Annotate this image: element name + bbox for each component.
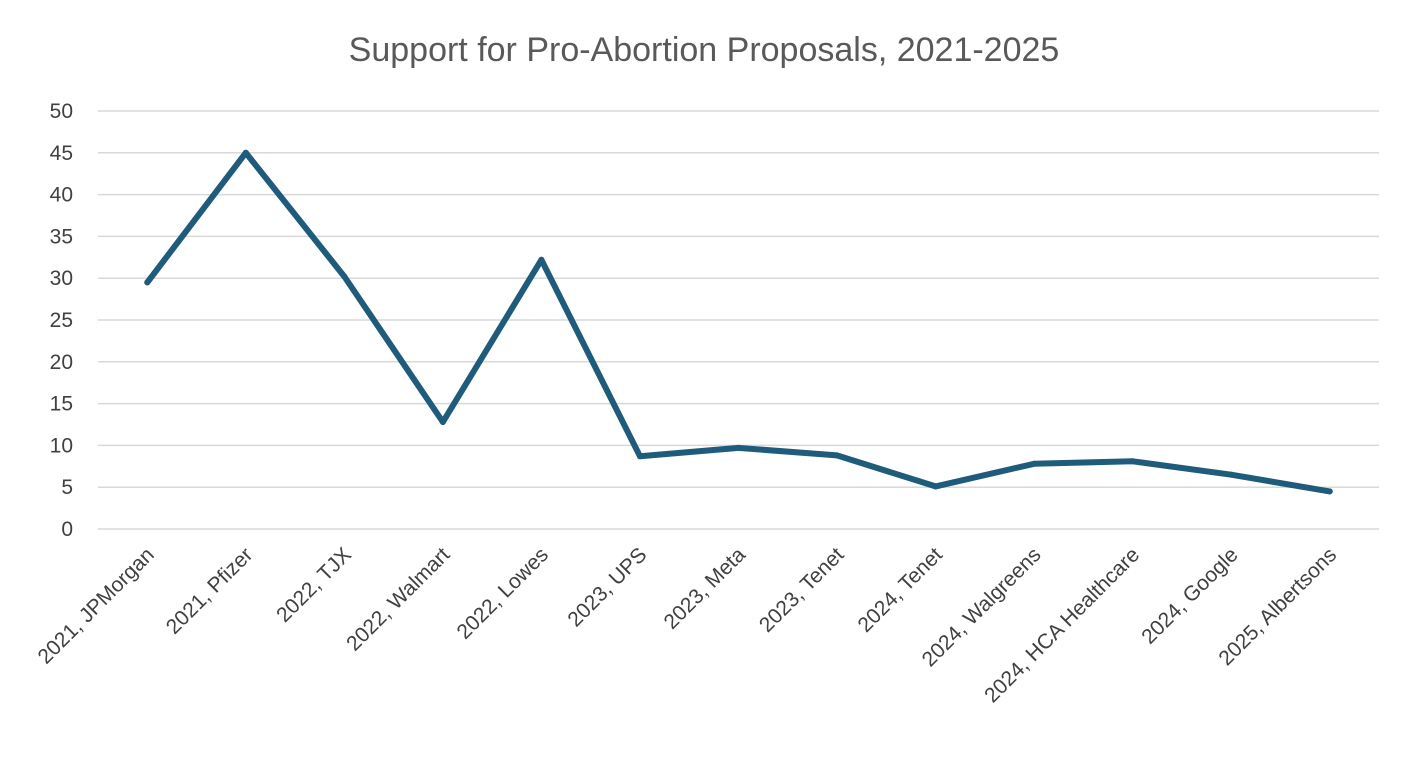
x-tick-label: 2022, Lowes [452,543,552,643]
y-tick-label: 10 [50,434,73,457]
data-point [242,149,249,156]
y-tick-label: 20 [50,351,73,374]
x-tick-label: 2022, Walmart [342,543,454,655]
x-axis-ticks: 2021, JPMorgan 2021, Pfizer 2022, TJX2022,… [34,543,1342,707]
y-tick-label: 35 [50,225,73,248]
data-point [1326,488,1333,495]
chart-title: Support for Pro-Abortion Proposals, 2021… [349,31,1060,69]
y-tick-label: 45 [50,142,73,165]
series-line-0 [144,149,1333,495]
x-tick-label: 2023, UPS [563,543,651,631]
x-tick-label: 2021, Pfizer [162,543,258,639]
x-tick-label: 2021, JPMorgan [34,543,159,668]
y-tick-label: 15 [50,393,73,416]
data-point [735,444,742,451]
data-point [1228,471,1235,478]
data-point [144,279,151,286]
y-tick-label: 25 [50,309,73,332]
y-tick-label: 0 [61,518,73,541]
data-point [636,453,643,460]
y-axis-ticks: 0 5 10 15 20 25 30 35 40 45 50 [50,100,73,541]
y-tick-label: 30 [50,267,73,290]
y-tick-label: 5 [61,476,73,499]
data-point [1031,460,1038,467]
y-tick-label: 40 [50,184,73,207]
data-point [1129,458,1136,465]
y-tick-label: 50 [50,100,73,123]
x-tick-label: 2023, Tenet [755,543,849,637]
data-point [834,452,841,459]
x-tick-label: 2024, Google [1137,543,1242,648]
x-tick-label: 2022, TJX [272,543,356,627]
data-point [341,273,348,280]
data-point [932,483,939,490]
series-group [144,149,1333,495]
gridlines [98,110,1379,530]
data-point [538,256,545,263]
x-tick-label: 2024, Tenet [853,543,947,637]
data-point [439,418,446,425]
x-tick-label: 2023, Meta [659,543,750,634]
